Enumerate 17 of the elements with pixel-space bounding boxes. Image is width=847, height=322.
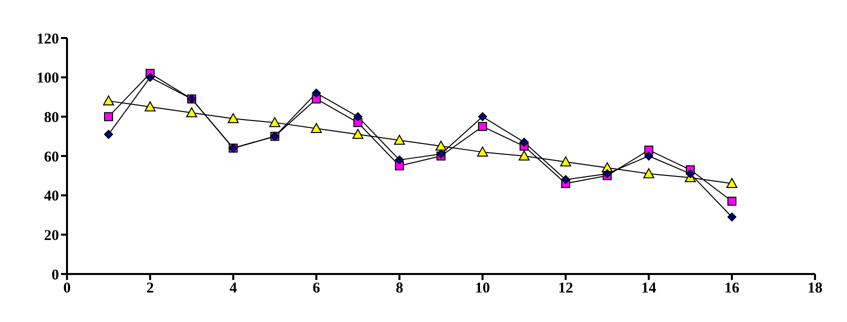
y-tick-label: 40	[44, 188, 59, 205]
x-tick-label: 4	[229, 280, 238, 297]
y-tick-label: 80	[44, 110, 59, 126]
y-tick-label: 20	[44, 228, 59, 244]
x-tick-label: 6	[312, 280, 321, 297]
y-tick-label: 0	[52, 267, 59, 284]
x-tick-label: 14	[641, 280, 657, 297]
x-tick-label: 0	[63, 280, 71, 297]
x-tick-label: 12	[558, 280, 574, 297]
y-tick-label: 120	[36, 31, 59, 48]
x-tick-label: 2	[146, 280, 154, 297]
x-tick-label: 10	[475, 280, 490, 297]
x-tick-label: 8	[396, 280, 404, 297]
x-tick-label: 16	[724, 280, 740, 297]
y-tick-label: 60	[44, 149, 59, 166]
y-tick-label: 100	[36, 70, 59, 87]
x-tick-label: 18	[808, 280, 822, 297]
